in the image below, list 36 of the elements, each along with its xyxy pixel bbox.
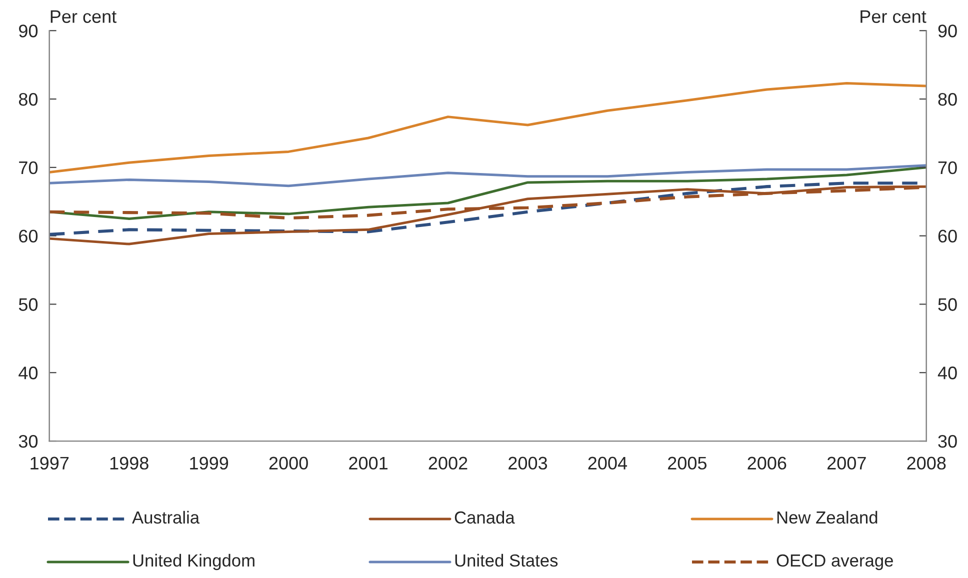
x-tick-label: 1997 bbox=[30, 456, 69, 470]
y-tick-label: 40 bbox=[18, 366, 38, 380]
line-series bbox=[49, 164, 926, 188]
y2-tick-label: 40 bbox=[938, 366, 957, 380]
legend-label: Australia bbox=[132, 510, 200, 524]
x-tick-label: 2005 bbox=[668, 456, 707, 470]
y-tick-label: 30 bbox=[18, 434, 38, 448]
x-tick-label: 2008 bbox=[907, 456, 946, 470]
x-tick-label: 2001 bbox=[349, 456, 388, 470]
x-tick-label: 2000 bbox=[269, 456, 308, 470]
y-tick-label: 60 bbox=[19, 230, 38, 243]
y2-tick-label: 90 bbox=[938, 24, 957, 38]
y2-tick-label: 60 bbox=[938, 230, 957, 243]
y-axis-title: Per cent bbox=[50, 10, 116, 23]
y2-tick-label: 70 bbox=[938, 161, 957, 174]
y-tick-label: 80 bbox=[18, 92, 38, 106]
x-tick-label: 1998 bbox=[110, 456, 148, 470]
legend-label: Canada bbox=[454, 510, 515, 524]
y2-tick-label: 30 bbox=[938, 434, 957, 448]
x-tick-label: 2003 bbox=[508, 456, 548, 470]
legend-label: New Zealand bbox=[777, 510, 878, 524]
x-tick-label: 2007 bbox=[827, 456, 866, 470]
legend-label: United States bbox=[455, 554, 558, 567]
y-tick-label: 70 bbox=[19, 161, 38, 174]
y2-tick-label: 50 bbox=[938, 298, 957, 311]
y2-tick-label: 80 bbox=[938, 92, 957, 106]
y-tick-label: 90 bbox=[19, 24, 38, 38]
legend-label: OECD average bbox=[776, 554, 893, 570]
line-series bbox=[49, 82, 926, 174]
legend-label: United Kingdom bbox=[133, 554, 254, 570]
y-tick-label: 50 bbox=[18, 298, 38, 311]
x-tick-label: 1999 bbox=[190, 456, 228, 470]
x-tick-label: 2006 bbox=[748, 456, 786, 470]
x-tick-label: 2004 bbox=[588, 456, 628, 470]
x-tick-label: 2002 bbox=[428, 456, 468, 470]
y2-axis-title: Per cent bbox=[860, 10, 926, 23]
